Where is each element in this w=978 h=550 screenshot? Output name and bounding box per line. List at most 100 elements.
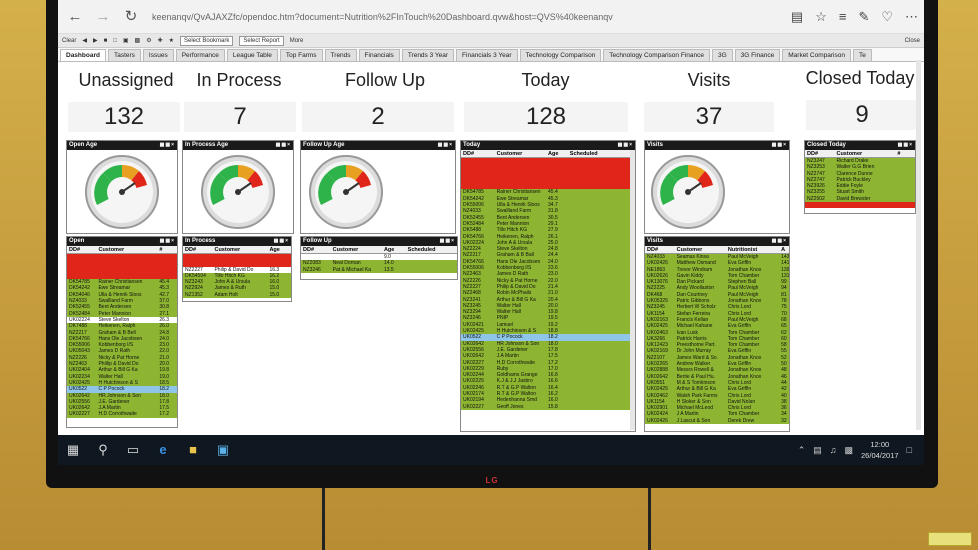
table-row[interactable]: NZ3245 Herbert W Scholz Chris Lord 75: [645, 304, 789, 311]
tab-item[interactable]: Financials: [358, 49, 400, 61]
table-row[interactable]: [461, 176, 635, 184]
table-row[interactable]: UK02224 John A & Ursula 25.0: [461, 239, 635, 247]
table-row[interactable]: UK02463 Ivan Lusk Tom Chamber 62: [645, 329, 789, 336]
column-header[interactable]: DD#: [69, 247, 81, 253]
panel-icons[interactable]: ▦▦×: [275, 142, 291, 148]
table-row[interactable]: UK02556 J.E. Gardener 17.8: [67, 398, 177, 406]
table-row[interactable]: [461, 183, 635, 190]
column-header[interactable]: Nutritionist: [727, 247, 758, 253]
table-row[interactable]: NZ2226 Nicky & Pat Horne 21.0: [67, 354, 177, 362]
tab-item[interactable]: Technology Comparison Finance: [603, 49, 710, 61]
table-row[interactable]: UK02642 HR Johnson & Son 18.0: [461, 340, 635, 347]
table-row[interactable]: [183, 260, 291, 267]
store-icon[interactable]: ▣: [216, 442, 230, 457]
table-row[interactable]: UK12423 Preesthorne Part. Tom Chamber 58: [645, 342, 789, 349]
table-row[interactable]: DK52455 Bent Andersen 30.5: [461, 214, 635, 221]
column-header[interactable]: Scheduled: [569, 151, 598, 157]
table-row[interactable]: UK02224 Steve Skelton 26.3: [67, 316, 177, 324]
column-header[interactable]: Age: [269, 247, 280, 253]
table-row[interactable]: DK54766 Hans Ole Jacobsen 24.0: [461, 258, 635, 266]
volume-icon[interactable]: ♫: [829, 445, 837, 455]
panel-icons[interactable]: ▦▦×: [159, 238, 175, 244]
table-row[interactable]: UK05325 Patric Gibbons Jonathan Knox 78: [645, 298, 789, 305]
table-row[interactable]: NZ3246 PNIP 19.5: [461, 315, 635, 322]
table-row[interactable]: UK0522 C P Pocock 18.2: [67, 386, 177, 393]
table-row[interactable]: UK02227 H.D Corrothwaite 17.2: [67, 411, 177, 418]
table-row[interactable]: [183, 254, 291, 261]
gauge[interactable]: [183, 150, 293, 233]
column-header[interactable]: DD#: [463, 151, 475, 157]
table-row[interactable]: NZ2747 Patrick Buckley: [805, 176, 915, 184]
table-row[interactable]: UK0522 C P Pocock 18.2: [461, 334, 635, 341]
report-select[interactable]: Select Report: [239, 35, 284, 46]
today-scrollbar[interactable]: [630, 150, 635, 430]
table-row[interactable]: NZ2227 Philip & David Do 16.3: [183, 266, 291, 273]
panel-icons[interactable]: ▦▦×: [159, 142, 175, 148]
bookmark-select[interactable]: Select Bookmark: [180, 35, 234, 46]
kpi-inprocess-value[interactable]: 7: [184, 102, 296, 132]
notes-icon[interactable]: ✎: [858, 8, 870, 24]
panel-icons[interactable]: ▦▦×: [617, 142, 633, 148]
address-bar[interactable]: keenanqv/QvAJAXZfc/opendoc.htm?document=…: [152, 11, 613, 22]
table-row[interactable]: [461, 170, 635, 177]
table-row[interactable]: UK02246 R.T & G.P Walton 16.4: [461, 384, 635, 391]
table-row[interactable]: DK7488 Heikenen, Ralph 26.0: [67, 323, 177, 330]
column-header[interactable]: #: [159, 247, 163, 253]
panel-icons[interactable]: ▦▦×: [771, 238, 787, 244]
column-header[interactable]: Customer: [98, 247, 125, 253]
table-row[interactable]: [67, 266, 177, 273]
forward-tool-icon[interactable]: ▶: [92, 38, 98, 44]
table-row[interactable]: UK02556 J.E. Gardener 17.8: [461, 346, 635, 354]
column-header[interactable]: Customer: [214, 247, 241, 253]
tab-item[interactable]: Top Farms: [279, 49, 323, 61]
table-row[interactable]: UK02642 HR Johnson & Son 18.0: [67, 392, 177, 399]
table-row[interactable]: NZ2083 Neal Dornan 14.0: [301, 260, 457, 267]
table-row[interactable]: UK02642 Bertie & Paul Hu. Jonathan Knox 46: [645, 373, 789, 380]
tab-item[interactable]: League Table: [226, 49, 278, 61]
kpi-followup-value[interactable]: 2: [302, 102, 454, 132]
column-header[interactable]: Age: [548, 151, 559, 157]
table-row[interactable]: NZ2468 Robin McPhails 21.0: [461, 290, 635, 297]
table-row[interactable]: NZ4033 Swallland Farm 37.0: [67, 298, 177, 305]
table-row[interactable]: UK02642 J.A Martin 17.5: [67, 405, 177, 412]
gauge[interactable]: [301, 150, 455, 233]
table-row[interactable]: UK02265 Andrew Walker Eva Griffin 50: [645, 361, 789, 368]
table-row[interactable]: NZ2747 Clarence Dunne: [805, 170, 915, 177]
network-icon[interactable]: ▤: [813, 444, 822, 455]
table-row[interactable]: DK55006 Kobbenborg I/S 23.0: [67, 342, 177, 349]
unlock-icon[interactable]: □: [113, 37, 117, 44]
table-row[interactable]: UK02426 Matthew Osmand Eva Griffin 141: [645, 260, 789, 267]
table-row[interactable]: [67, 272, 177, 280]
table-row[interactable]: UK02194 Hedenhanna Smd 16.0: [461, 397, 635, 404]
bookmark-icon[interactable]: ✚: [157, 38, 163, 44]
print-icon[interactable]: ▣: [122, 38, 129, 44]
tab-item[interactable]: Performance: [175, 49, 225, 61]
table-row[interactable]: NZ2107 James Ward & So. Jonathan Knox 52: [645, 354, 789, 362]
page-scrollbar[interactable]: [916, 60, 921, 430]
table-row[interactable]: UK02425 H Hutchinson & S 18.8: [461, 328, 635, 335]
column-header[interactable]: A: [781, 247, 786, 253]
table-row[interactable]: UK02404 Arthur & Bill G Ka 19.8: [67, 367, 177, 374]
table-row[interactable]: DK54785 Rainer Christiansen 45.4: [67, 279, 177, 286]
table-row[interactable]: UK02425 Michael Kahane Eva Griffin 65: [645, 323, 789, 330]
favorite-star-icon[interactable]: ☆: [815, 8, 827, 24]
table-row[interactable]: UK02229 Ruby 17.0: [461, 365, 635, 373]
panel-icons[interactable]: ▦▦×: [437, 142, 453, 148]
tab-item[interactable]: Trends 3 Year: [401, 49, 455, 61]
table-row[interactable]: NZ1352 Adam Holt 15.0: [183, 291, 291, 299]
table-row[interactable]: DK468 Dan Courtney Paul McVeigh 81: [645, 291, 789, 299]
table-row[interactable]: UK05043 James D Rath 22.0: [67, 348, 177, 355]
table-row[interactable]: NZ2224 Steve Skelton 24.8: [461, 246, 635, 253]
table-row[interactable]: UK02163 Francis Kellan Paul McVeigh 68: [645, 316, 789, 324]
table-row[interactable]: DK54046 Ulla & Henrik Sloos 42.7: [67, 291, 177, 299]
table-row[interactable]: DK54766 Heikenen, Ralph 26.1: [461, 233, 635, 240]
table-row[interactable]: UK1154 H Sloker & Son David Nolan 38: [645, 398, 789, 406]
table-row[interactable]: 9.0: [301, 254, 457, 261]
table-row[interactable]: UK02425 Arthur & Bill G Ka Eva Griffin 42: [645, 386, 789, 393]
table-row[interactable]: DK55006 Ulla & Henrik Sloos 34.7: [461, 202, 635, 209]
column-header[interactable]: DD#: [185, 247, 197, 253]
table-row[interactable]: [67, 260, 177, 267]
notification-icon[interactable]: ▩: [844, 444, 854, 455]
column-header[interactable]: Customer: [496, 151, 523, 157]
table-row[interactable]: DK54242 Ewe Streamar 45.3: [461, 195, 635, 203]
